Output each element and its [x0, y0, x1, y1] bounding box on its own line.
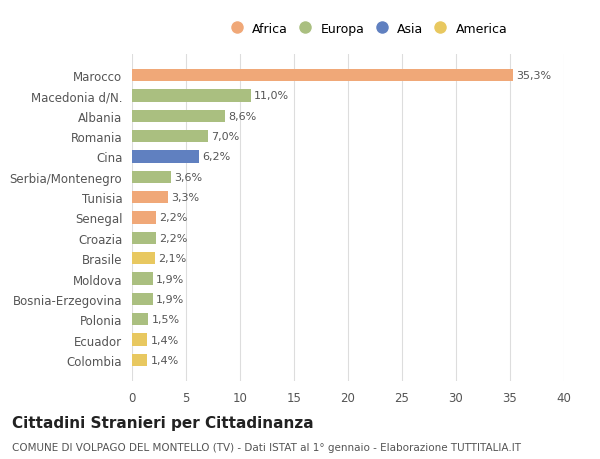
Bar: [132, 192, 167, 204]
Text: 35,3%: 35,3%: [517, 71, 551, 81]
Text: 1,5%: 1,5%: [151, 314, 179, 325]
Text: 1,9%: 1,9%: [156, 274, 184, 284]
Bar: [132, 252, 155, 265]
Bar: [132, 171, 171, 184]
Text: 3,3%: 3,3%: [171, 193, 199, 203]
Text: 1,4%: 1,4%: [151, 355, 179, 365]
Text: 2,1%: 2,1%: [158, 254, 186, 263]
Bar: [132, 90, 251, 102]
Text: 11,0%: 11,0%: [254, 91, 289, 101]
Bar: [132, 293, 152, 305]
Bar: [132, 273, 152, 285]
Text: 6,2%: 6,2%: [202, 152, 230, 162]
Text: 8,6%: 8,6%: [228, 112, 256, 122]
Text: 1,4%: 1,4%: [151, 335, 179, 345]
Text: COMUNE DI VOLPAGO DEL MONTELLO (TV) - Dati ISTAT al 1° gennaio - Elaborazione TU: COMUNE DI VOLPAGO DEL MONTELLO (TV) - Da…: [12, 442, 521, 452]
Bar: [132, 70, 513, 82]
Bar: [132, 232, 156, 244]
Bar: [132, 151, 199, 163]
Legend: Africa, Europa, Asia, America: Africa, Europa, Asia, America: [228, 19, 511, 39]
Text: 2,2%: 2,2%: [159, 233, 187, 243]
Text: 3,6%: 3,6%: [174, 173, 202, 182]
Text: Cittadini Stranieri per Cittadinanza: Cittadini Stranieri per Cittadinanza: [12, 415, 314, 430]
Bar: [132, 334, 147, 346]
Text: 1,9%: 1,9%: [156, 294, 184, 304]
Bar: [132, 354, 147, 366]
Bar: [132, 131, 208, 143]
Bar: [132, 111, 225, 123]
Text: 2,2%: 2,2%: [159, 213, 187, 223]
Text: 7,0%: 7,0%: [211, 132, 239, 142]
Bar: [132, 313, 148, 325]
Bar: [132, 212, 156, 224]
